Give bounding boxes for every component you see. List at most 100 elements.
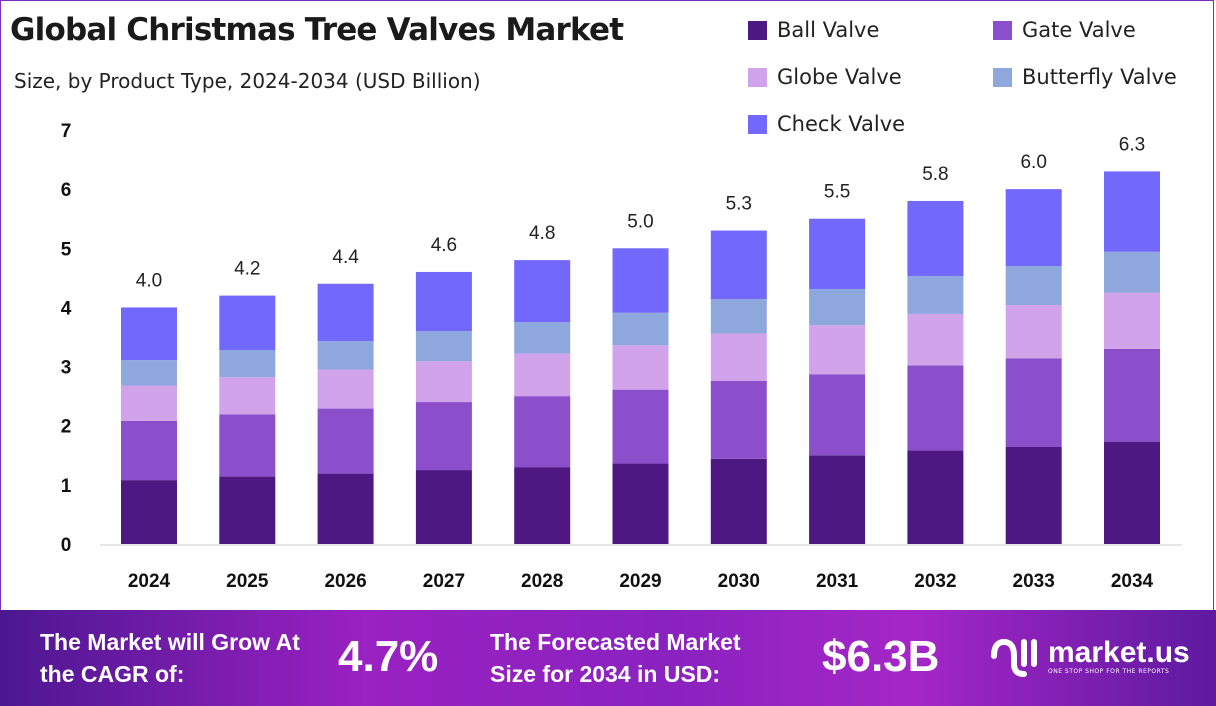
y-tick-label: 7: [61, 121, 72, 142]
bar-segment-butterfly-valve: [612, 312, 669, 346]
bar-segment-butterfly-valve: [1005, 266, 1062, 306]
x-tick-label: 2027: [423, 571, 465, 592]
bar-segment-check-valve: [907, 200, 964, 277]
bar-segment-globe-valve: [317, 369, 374, 409]
legend-swatch: [748, 20, 767, 40]
chart-subtitle: Size, by Product Type, 2024-2034 (USD Bi…: [14, 69, 481, 93]
bar-segment-check-valve: [710, 230, 767, 300]
y-tick-label: 6: [61, 180, 72, 201]
logo-tagline: ONE STOP SHOP FOR THE REPORTS: [1048, 667, 1170, 675]
bar-segment-globe-valve: [1104, 292, 1160, 349]
legend-swatch: [993, 20, 1012, 40]
bar-segment-gate-valve: [1104, 348, 1160, 442]
legend-item-gate-valve: Gate Valve: [993, 18, 1136, 42]
y-tick-label: 1: [61, 476, 72, 497]
bar-segment-gate-valve: [121, 420, 177, 481]
stacked-bar-chart: 0 1 2 3 4 5 6 7 4.0 2024 4.2 2025 4.4 2026 4.6 2027 4.8 2…: [61, 121, 1182, 592]
bar-segment-butterfly-valve: [809, 289, 866, 326]
logo-icon: [991, 638, 1037, 677]
x-tick-label: 2024: [128, 571, 171, 592]
bar-segment-butterfly-valve: [219, 350, 276, 378]
bar-segment-ball-valve: [1104, 441, 1160, 544]
bar-segment-globe-valve: [1005, 305, 1062, 359]
forecast-label: The Forecasted Market Size for 2034 in U…: [490, 629, 741, 687]
data-label-total: 4.6: [431, 235, 457, 256]
bar-segment-ball-valve: [710, 458, 767, 544]
bar-segment-check-valve: [809, 218, 866, 290]
bar-segment-globe-valve: [710, 333, 767, 381]
bar-segment-butterfly-valve: [514, 322, 571, 354]
data-label-total: 4.2: [234, 259, 260, 280]
bar-segment-check-valve: [121, 307, 177, 361]
data-label-total: 6.3: [1119, 134, 1145, 155]
bar-segment-globe-valve: [219, 377, 276, 415]
data-label-total: 5.8: [922, 164, 948, 185]
forecast-value: $6.3B: [822, 632, 940, 681]
bar-segment-ball-valve: [219, 476, 276, 544]
x-tick-label: 2030: [718, 571, 760, 592]
x-tick-label: 2034: [1111, 571, 1154, 592]
bar-segment-gate-valve: [612, 389, 669, 464]
legend-label: Globe Valve: [777, 65, 902, 89]
legend-swatch: [993, 67, 1012, 87]
bar-segment-globe-valve: [907, 313, 964, 366]
legend-item-ball-valve: Ball Valve: [748, 18, 879, 42]
bar-segment-butterfly-valve: [1104, 251, 1160, 293]
bar-segment-butterfly-valve: [121, 360, 177, 386]
bar-segment-globe-valve: [415, 361, 472, 403]
data-label-total: 5.0: [627, 211, 653, 232]
bar-segment-globe-valve: [809, 325, 866, 375]
bar-segment-gate-valve: [1005, 358, 1062, 448]
x-tick-label: 2032: [914, 571, 956, 592]
bar-segment-ball-valve: [809, 455, 866, 544]
legend-label: Gate Valve: [1022, 18, 1136, 42]
legend-item-butterfly-valve: Butterfly Valve: [993, 65, 1177, 89]
y-tick-label: 3: [61, 358, 72, 379]
bar-segment-gate-valve: [710, 380, 767, 459]
data-label-total: 4.8: [529, 223, 555, 244]
bar-segment-globe-valve: [514, 353, 571, 397]
data-label-total: 5.3: [726, 194, 752, 215]
bar-segment-gate-valve: [907, 365, 964, 451]
data-label-total: 6.0: [1020, 152, 1046, 173]
bar-segment-check-valve: [1104, 171, 1160, 252]
bar-segment-gate-valve: [317, 408, 374, 474]
bar-segment-globe-valve: [121, 385, 177, 421]
y-tick-label: 2: [61, 417, 72, 438]
y-tick-label: 5: [61, 239, 72, 260]
bar-segment-globe-valve: [612, 345, 669, 390]
x-tick-label: 2028: [521, 571, 563, 592]
x-tick-label: 2029: [619, 571, 661, 592]
legend-item-globe-valve: Globe Valve: [748, 65, 902, 89]
chart-frame: [0, 0, 1214, 610]
bar-segment-ball-valve: [415, 470, 472, 544]
bar-segment-check-valve: [514, 260, 571, 323]
legend-label: Ball Valve: [777, 18, 880, 42]
bar-segment-ball-valve: [317, 473, 374, 544]
bar-segment-ball-valve: [514, 467, 571, 544]
data-label-total: 4.0: [136, 270, 162, 291]
data-label-total: 4.4: [332, 247, 359, 268]
legend-swatch: [748, 67, 767, 87]
bar-segment-butterfly-valve: [415, 331, 472, 362]
data-label-total: 5.5: [824, 182, 850, 203]
bar-segment-gate-valve: [514, 396, 571, 468]
bar-segment-gate-valve: [809, 374, 866, 456]
bar-segment-check-valve: [1005, 189, 1062, 267]
legend-label: Check Valve: [777, 112, 906, 136]
market-us-logo: market.us ONE STOP SHOP FOR THE REPORTS: [990, 634, 1190, 678]
bar-segment-butterfly-valve: [317, 341, 374, 370]
legend-item-check-valve: Check Valve: [748, 112, 905, 136]
bar-segment-check-valve: [317, 283, 374, 342]
bar-segment-ball-valve: [907, 450, 964, 544]
cagr-label: The Market will Grow At the CAGR of:: [40, 629, 300, 687]
bar-segment-check-valve: [415, 271, 472, 332]
y-tick-label: 0: [61, 535, 72, 556]
bar-segment-check-valve: [219, 295, 276, 351]
x-tick-label: 2025: [226, 571, 269, 592]
logo-name: market.us: [1048, 635, 1190, 669]
x-tick-label: 2033: [1013, 571, 1055, 592]
bar-segment-check-valve: [612, 248, 669, 313]
bar-segment-butterfly-valve: [710, 299, 767, 334]
bar-segment-gate-valve: [219, 414, 276, 477]
